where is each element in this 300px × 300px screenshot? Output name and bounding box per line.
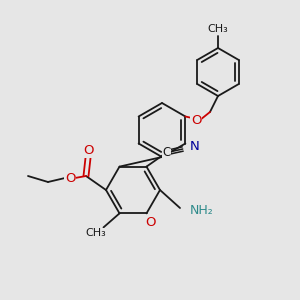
Text: O: O	[191, 113, 201, 127]
Text: O: O	[65, 172, 75, 184]
Text: N: N	[190, 140, 199, 153]
Text: CH₃: CH₃	[208, 24, 228, 34]
Text: O: O	[84, 145, 94, 158]
Text: C: C	[162, 146, 171, 159]
Text: CH₃: CH₃	[85, 228, 106, 239]
Text: O: O	[145, 216, 156, 229]
Text: NH₂: NH₂	[190, 205, 214, 218]
